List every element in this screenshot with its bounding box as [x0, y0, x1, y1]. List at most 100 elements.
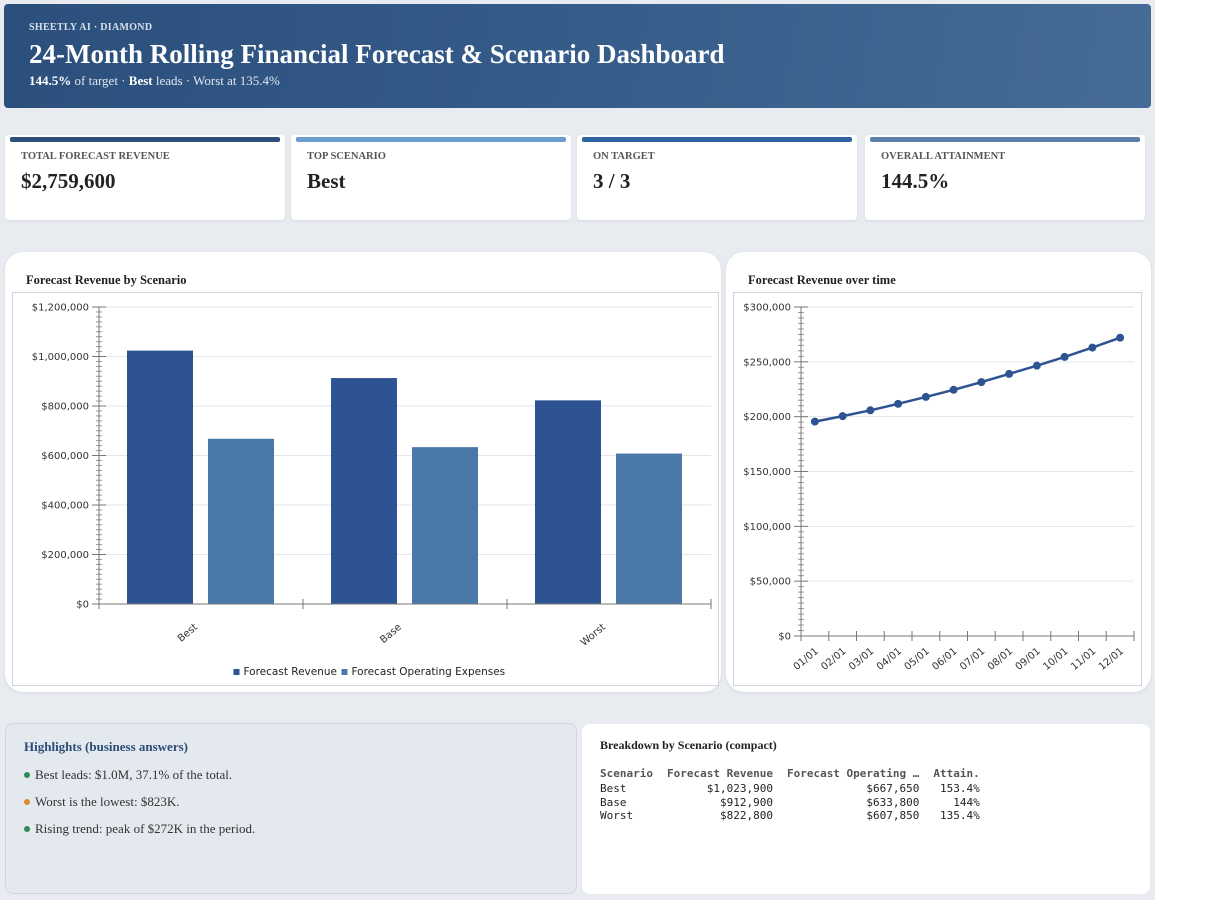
- table-cell: $667,650: [866, 782, 920, 795]
- line-chart-title: Forecast Revenue over time: [748, 273, 896, 287]
- kpi-value: Best: [307, 169, 346, 193]
- y-tick-label: $150,000: [743, 467, 791, 478]
- bar: [208, 438, 274, 604]
- legend-swatch: [233, 669, 240, 675]
- table-row: Worst $822,800 $607,850 135.4%: [600, 809, 994, 823]
- kpi-card-top-scenario: TOP SCENARIO Best: [291, 135, 571, 220]
- subtitle-leader: Best: [128, 73, 153, 88]
- bar: [616, 453, 682, 604]
- column-header: Scenario: [600, 767, 653, 780]
- data-point: [921, 392, 930, 401]
- table-header-row: Scenario Forecast Revenue Forecast Opera…: [600, 767, 994, 782]
- highlights-title: Highlights (business answers): [24, 739, 188, 754]
- page-subtitle: 144.5% of target · Best leads · Worst at…: [29, 73, 1126, 89]
- kpi-label: TOP SCENARIO: [307, 151, 386, 162]
- column-header: Forecast Operating …: [786, 767, 920, 780]
- bar-chart-title: Forecast Revenue by Scenario: [26, 273, 187, 287]
- page-title: 24-Month Rolling Financial Forecast & Sc…: [29, 39, 725, 69]
- table-cell: Worst: [600, 809, 634, 822]
- subtitle-text-2: leads · Worst at 135.4%: [152, 73, 280, 88]
- x-tick-label: 11/01: [1069, 646, 1098, 673]
- legend-label: Forecast Revenue: [244, 666, 338, 678]
- data-point: [810, 417, 819, 426]
- bar-chart-panel: Forecast Revenue by Scenario $0 $200,000 $…: [5, 252, 721, 692]
- data-point: [1116, 333, 1125, 342]
- data-point: [1032, 361, 1041, 370]
- bar: [331, 378, 397, 604]
- table-row: Base $912,900 $633,800 144%: [600, 796, 994, 810]
- data-point: [838, 412, 847, 421]
- y-tick-label: $1,000,000: [32, 352, 89, 363]
- kpi-label: OVERALL ATTAINMENT: [881, 151, 1006, 162]
- table-cell: $912,900: [719, 795, 773, 809]
- data-point: [866, 406, 875, 415]
- highlight-item: Best leads: $1.0M, 37.1% of the total.: [24, 767, 558, 783]
- x-tick-label: 05/01: [903, 646, 932, 673]
- bullet-dot-icon: [24, 772, 30, 779]
- column-header: Attain.: [933, 767, 980, 780]
- x-tick-label: 10/01: [1041, 646, 1070, 673]
- highlight-item: Worst is the lowest: $823K.: [24, 794, 558, 810]
- breakdown-panel: Breakdown by Scenario (compact) Scenario…: [582, 724, 1150, 894]
- x-tick-label: 07/01: [958, 646, 987, 673]
- brand-label: SHEETLY AI · DIAMOND: [29, 22, 153, 33]
- kpi-card-on-target: ON TARGET 3 / 3: [577, 135, 857, 220]
- breakdown-title: Breakdown by Scenario (compact): [600, 738, 777, 752]
- table-cell: 153.4%: [940, 782, 980, 795]
- table-cell: 135.4%: [940, 809, 980, 822]
- kpi-value: 144.5%: [881, 169, 950, 193]
- y-tick-label: $200,000: [743, 412, 791, 423]
- y-tick-label: $600,000: [41, 451, 89, 462]
- x-tick-label: Worst: [579, 622, 608, 649]
- y-tick-label: $400,000: [41, 501, 89, 512]
- data-point: [977, 378, 986, 387]
- y-tick-label: $800,000: [41, 402, 89, 413]
- y-tick-label: $1,200,000: [32, 303, 89, 314]
- column-header: Forecast Revenue: [666, 767, 773, 780]
- bullet-dot-icon: [24, 799, 30, 806]
- kpi-value: $2,759,600: [21, 169, 116, 193]
- dashboard-header: SHEETLY AI · DIAMOND 24-Month Rolling Fi…: [4, 4, 1151, 108]
- line-chart-frame: $0 $50,000 $100,000 $150,000 $200,000 $250,00…: [733, 292, 1142, 686]
- bar: [412, 447, 478, 604]
- x-tick-label: 02/01: [819, 646, 848, 673]
- series-line: [814, 336, 1121, 423]
- kpi-label: ON TARGET: [593, 151, 655, 162]
- line-chart: $0 $50,000 $100,000 $150,000 $200,000 $250,00…: [743, 303, 1135, 673]
- highlight-text: Best leads: $1.0M, 37.1% of the total.: [35, 767, 233, 782]
- x-tick-label: 03/01: [847, 646, 876, 673]
- x-tick-label: 01/01: [792, 646, 821, 673]
- table-cell: $1,023,900: [706, 782, 773, 795]
- table-cell: 144%: [953, 795, 980, 809]
- kpi-accent-bar: [10, 137, 280, 142]
- y-tick-label: $0: [76, 600, 89, 611]
- bar-chart-frame: $0 $200,000 $400,000 $600,000 $800,000 $1,000…: [12, 292, 719, 686]
- y-tick-label: $0: [778, 632, 791, 643]
- data-point: [1088, 343, 1097, 352]
- data-point: [894, 399, 903, 408]
- x-tick-label: Best: [176, 622, 200, 645]
- kpi-label: TOTAL FORECAST REVENUE: [21, 151, 170, 162]
- legend-label: Forecast Operating Expenses: [352, 666, 506, 678]
- kpi-accent-bar: [296, 137, 566, 142]
- y-tick-label: $300,000: [743, 303, 791, 314]
- x-tick-label: 12/01: [1097, 646, 1126, 673]
- subtitle-attainment: 144.5%: [29, 73, 72, 88]
- data-point: [1005, 369, 1014, 378]
- table-cell: $822,800: [719, 809, 773, 822]
- table-row: Best $1,023,900 $667,650 153.4%: [600, 782, 994, 796]
- breakdown-table: Scenario Forecast Revenue Forecast Opera…: [600, 767, 994, 823]
- kpi-card-overall-attainment: OVERALL ATTAINMENT 144.5%: [865, 135, 1145, 220]
- line-chart-panel: Forecast Revenue over time $0 $50,000 $100…: [726, 252, 1151, 692]
- y-tick-label: $50,000: [750, 577, 791, 588]
- kpi-value: 3 / 3: [593, 169, 631, 193]
- y-tick-label: $200,000: [41, 550, 89, 561]
- bar: [127, 350, 193, 604]
- x-tick-label: 04/01: [875, 646, 904, 673]
- table-cell: Base: [600, 795, 627, 809]
- table-cell: $607,850: [866, 809, 920, 822]
- bar: [535, 400, 601, 604]
- y-tick-label: $100,000: [743, 522, 791, 533]
- highlights-list: Best leads: $1.0M, 37.1% of the total. W…: [24, 767, 558, 837]
- x-tick-label: 09/01: [1014, 646, 1043, 673]
